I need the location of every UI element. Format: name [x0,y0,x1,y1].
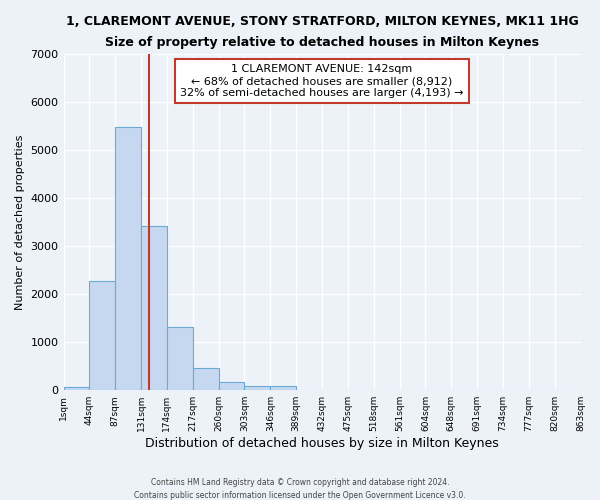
X-axis label: Distribution of detached houses by size in Milton Keynes: Distribution of detached houses by size … [145,437,499,450]
Text: 1 CLAREMONT AVENUE: 142sqm
← 68% of detached houses are smaller (8,912)
32% of s: 1 CLAREMONT AVENUE: 142sqm ← 68% of deta… [180,64,464,98]
Bar [64,386,89,390]
Title: 1, CLAREMONT AVENUE, STONY STRATFORD, MILTON KEYNES, MK11 1HG
Size of property r: 1, CLAREMONT AVENUE, STONY STRATFORD, MI… [65,15,578,49]
Bar [244,386,271,390]
Bar [193,368,218,390]
Bar [218,382,244,390]
Bar [271,386,296,390]
Bar [115,128,141,390]
Text: Contains HM Land Registry data © Crown copyright and database right 2024.
Contai: Contains HM Land Registry data © Crown c… [134,478,466,500]
Bar [167,327,193,390]
Bar [89,281,115,390]
Bar [141,226,167,390]
Y-axis label: Number of detached properties: Number of detached properties [15,134,25,310]
